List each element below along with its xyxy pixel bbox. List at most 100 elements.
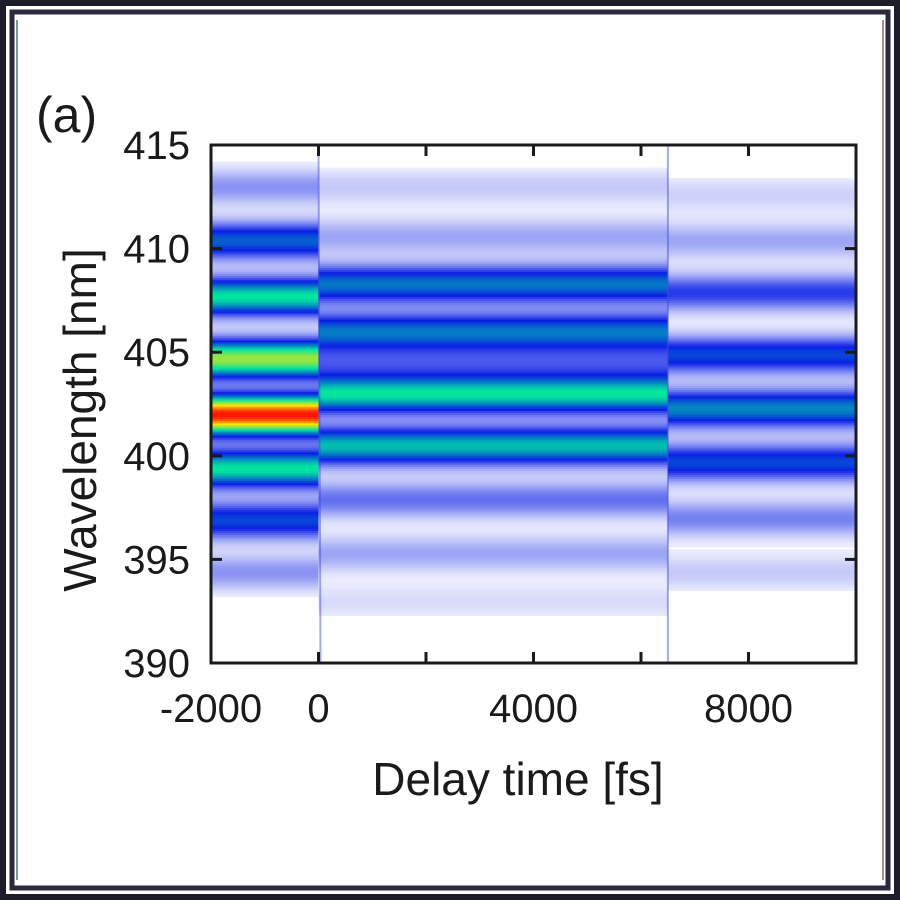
heatmap-cell-r0-34 — [211, 590, 319, 594]
heatmap-cell-r0-86 — [211, 482, 319, 486]
heatmap-cell-r2-75 — [667, 505, 856, 509]
heatmap-cell-r1-207 — [318, 232, 668, 235]
heatmap-cell-r2-182 — [667, 283, 856, 287]
heatmap-cell-r0-46 — [211, 565, 319, 569]
heatmap-cell-r0-196 — [211, 254, 319, 258]
heatmap-cell-r1-83 — [318, 488, 668, 492]
heatmap-cell-r1-221 — [318, 203, 668, 206]
heatmap-cell-r1-146 — [318, 358, 668, 362]
heatmap-cell-r2-161 — [667, 327, 856, 331]
heatmap-cell-r2-49 — [667, 559, 856, 563]
panel-label: (a) — [36, 87, 97, 143]
heatmap-cell-r0-71 — [211, 513, 319, 517]
heatmap-cell-r2-187 — [667, 273, 856, 277]
heatmap-cell-r1-228 — [318, 188, 668, 192]
heatmap-cell-r0-190 — [211, 267, 319, 270]
heatmap-cell-r1-94 — [318, 466, 668, 469]
heatmap-cell-r1-128 — [318, 395, 668, 399]
heatmap-cell-r1-235 — [318, 174, 668, 177]
heatmap-cell-r1-80 — [318, 495, 668, 498]
heatmap-cell-r2-40 — [667, 578, 856, 581]
heatmap-cell-r1-59 — [318, 538, 668, 542]
heatmap-cell-r0-146 — [211, 358, 319, 362]
heatmap-cell-r0-96 — [211, 462, 319, 465]
heatmap-cell-r0-113 — [211, 426, 319, 430]
heatmap-cell-r2-145 — [667, 360, 856, 364]
heatmap-cell-r0-81 — [211, 493, 319, 496]
heatmap-cell-r1-157 — [318, 335, 668, 339]
heatmap-cell-r1-117 — [318, 418, 668, 422]
heatmap-cell-r2-97 — [667, 459, 856, 463]
heatmap-cell-r2-154 — [667, 341, 856, 345]
heatmap-cell-r0-232 — [211, 180, 319, 183]
heatmap-cell-r0-229 — [211, 186, 319, 190]
heatmap-cell-r1-135 — [318, 381, 668, 384]
heatmap-cell-r2-79 — [667, 497, 856, 500]
heatmap-cell-r1-130 — [318, 391, 668, 395]
x-tick-label-4000: 4000 — [489, 687, 578, 731]
heatmap-cell-r2-233 — [667, 178, 856, 181]
heatmap-cell-r0-181 — [211, 285, 319, 289]
heatmap-cell-r1-193 — [318, 261, 668, 264]
y-tick-label-410: 410 — [123, 228, 190, 272]
heatmap-cell-r2-59 — [667, 538, 856, 542]
heatmap-cell-r1-87 — [318, 480, 668, 484]
heatmap-cell-r1-36 — [318, 586, 668, 590]
heatmap-cell-r2-179 — [667, 290, 856, 293]
heatmap-cell-r1-24 — [318, 611, 668, 614]
heatmap-cell-r1-76 — [318, 503, 668, 507]
y-tick-label-405: 405 — [123, 331, 190, 375]
heatmap-cell-r1-163 — [318, 323, 668, 326]
heatmap-cell-r2-67 — [667, 522, 856, 525]
heatmap-cell-r1-222 — [318, 200, 668, 204]
heatmap-cell-r2-112 — [667, 428, 856, 432]
heatmap-cell-r1-172 — [318, 304, 668, 308]
heatmap-cell-r2-152 — [667, 345, 856, 349]
heatmap-cell-r1-177 — [318, 294, 668, 297]
heatmap-cell-r0-134 — [211, 383, 319, 386]
heatmap-cell-r1-195 — [318, 256, 668, 260]
heatmap-cell-r0-177 — [211, 294, 319, 297]
heatmap-cell-r0-147 — [211, 356, 319, 360]
heatmap-cell-r1-88 — [318, 478, 668, 482]
heatmap-cell-r1-54 — [318, 549, 668, 552]
heatmap-cell-r2-52 — [667, 553, 856, 556]
heatmap-cell-r0-101 — [211, 451, 319, 455]
heatmap-cell-r1-178 — [318, 292, 668, 295]
heatmap-cell-r1-238 — [318, 167, 668, 171]
heatmap-cell-r1-142 — [318, 366, 668, 370]
heatmap-cell-r1-41 — [318, 575, 668, 579]
heatmap-cell-r1-169 — [318, 310, 668, 314]
heatmap-cell-r2-147 — [667, 356, 856, 360]
heatmap-cell-r0-167 — [211, 314, 319, 318]
heatmap-cell-r1-187 — [318, 273, 668, 277]
heatmap-cell-r2-109 — [667, 435, 856, 438]
heatmap-cell-r2-184 — [667, 279, 856, 283]
heatmap-cell-r0-172 — [211, 304, 319, 308]
heatmap-cell-r0-42 — [211, 573, 319, 577]
tick-labels: -2000 0 4000 8000 390 395 400 405 410 415 — [123, 124, 793, 731]
heatmap-cell-r0-68 — [211, 520, 319, 523]
heatmap-cell-r1-139 — [318, 372, 668, 376]
heatmap-cell-r1-119 — [318, 414, 668, 418]
heatmap-cell-r0-129 — [211, 393, 319, 397]
heatmap-cell-r1-219 — [318, 207, 668, 210]
heatmap-cell-r2-45 — [667, 567, 856, 571]
heatmap-cell-r2-50 — [667, 557, 856, 560]
heatmap-cell-r2-62 — [667, 532, 856, 536]
heatmap-cell-r1-26 — [318, 607, 668, 610]
region-boundary-0 — [317, 145, 322, 663]
heatmap-cell-r1-32 — [318, 594, 668, 598]
heatmap-cell-r0-104 — [211, 445, 319, 449]
heatmap-cell-r0-165 — [211, 319, 319, 322]
heatmap-cell-r2-215 — [667, 215, 856, 219]
heatmap-cell-r0-171 — [211, 306, 319, 310]
heatmap-cell-r2-168 — [667, 312, 856, 316]
heatmap-cell-r1-127 — [318, 397, 668, 401]
heatmap-cell-r1-62 — [318, 532, 668, 536]
heatmap-cell-r2-144 — [667, 362, 856, 366]
heatmap-cell-r0-206 — [211, 234, 319, 237]
heatmap-cell-r1-227 — [318, 190, 668, 194]
heatmap-cell-r0-57 — [211, 542, 319, 546]
heatmap-cell-r0-160 — [211, 329, 319, 333]
